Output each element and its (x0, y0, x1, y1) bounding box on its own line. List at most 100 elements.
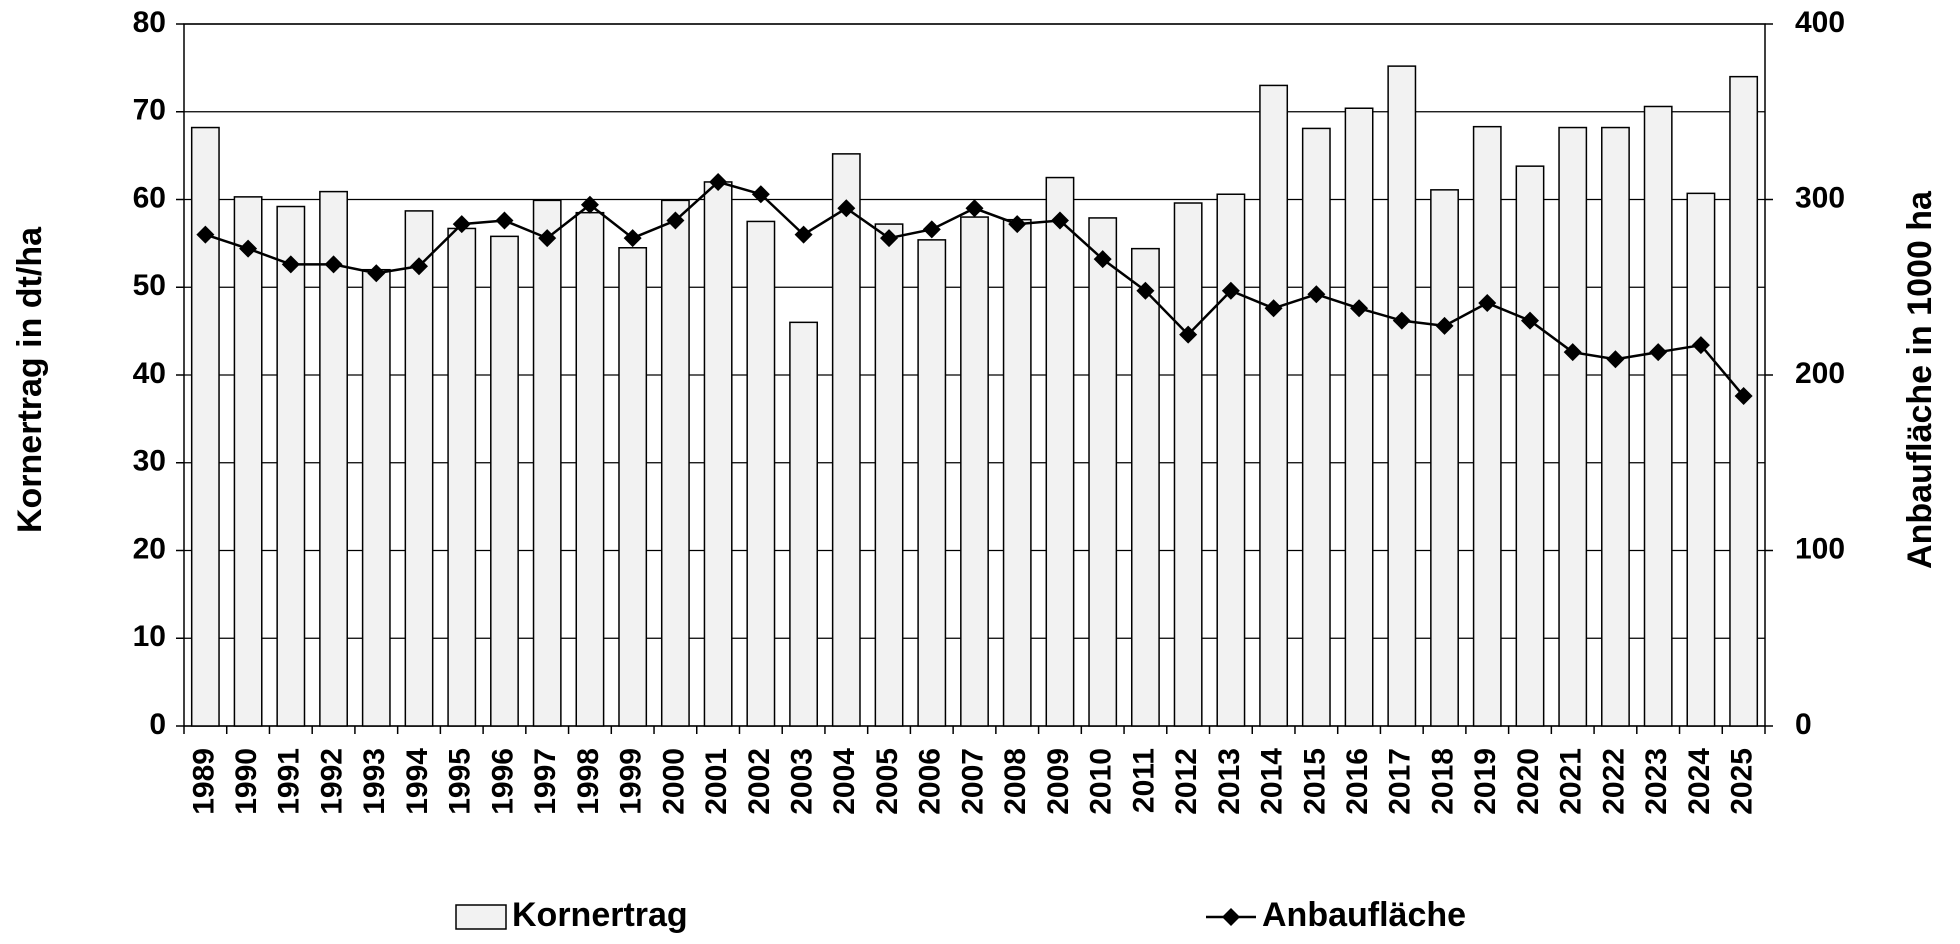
bar (1259, 84, 1289, 727)
marker (623, 229, 642, 248)
y2-tick-label: 300 (1795, 181, 1845, 214)
marker (837, 199, 856, 218)
marker (1264, 299, 1283, 318)
bar (1387, 65, 1417, 727)
bar (1088, 217, 1118, 727)
bar (660, 199, 690, 727)
bar (532, 199, 562, 727)
marker (1050, 211, 1069, 230)
x-tick-label: 1995 (444, 748, 477, 815)
x-tick-label: 1990 (230, 748, 263, 815)
y-tick-label: 70 (133, 94, 166, 127)
y-tick-label: 30 (133, 445, 166, 478)
x-tick-label: 2016 (1341, 748, 1374, 815)
x-tick-label: 2004 (828, 748, 861, 815)
x-tick-label: 2009 (1042, 748, 1075, 815)
x-tick-label: 2019 (1469, 748, 1502, 815)
marker (1136, 281, 1155, 300)
bar (1686, 192, 1716, 727)
x-tick-label: 2000 (657, 748, 690, 815)
marker (1221, 281, 1240, 300)
marker (281, 255, 300, 274)
bar (1643, 105, 1673, 727)
marker (1563, 343, 1582, 362)
bar (1558, 126, 1588, 727)
y-tick-label: 10 (133, 620, 166, 653)
x-tick-label: 2007 (956, 748, 989, 815)
x-tick-label: 1998 (572, 748, 605, 815)
x-tick-label: 2018 (1426, 748, 1459, 815)
x-tick-label: 2020 (1512, 748, 1545, 815)
y2-tick-label: 400 (1795, 6, 1845, 39)
bar (1601, 126, 1630, 727)
bar (233, 196, 263, 727)
marker (239, 239, 258, 258)
y-axis-title: Kornertrag in dt/ha (11, 226, 49, 533)
marker (1478, 294, 1497, 313)
marker (1307, 285, 1326, 304)
marker (880, 229, 899, 248)
x-tick-label: 2013 (1213, 748, 1246, 815)
marker (1734, 387, 1753, 406)
bar (1173, 202, 1203, 727)
y2-tick-label: 200 (1795, 357, 1845, 390)
x-tick-label: 1992 (315, 748, 348, 815)
marker (666, 211, 685, 230)
bar (960, 216, 989, 727)
bar (1430, 189, 1459, 727)
marker (1093, 250, 1112, 269)
y-tick-label: 40 (133, 357, 166, 390)
x-tick-label: 2010 (1085, 748, 1118, 815)
marker (709, 172, 728, 191)
bar (1515, 165, 1545, 727)
marker (452, 215, 471, 234)
bar (361, 268, 391, 727)
y2-tick-label: 100 (1795, 532, 1845, 565)
marker (410, 257, 429, 276)
bar (917, 239, 947, 727)
marker (1520, 311, 1539, 330)
marker (922, 220, 941, 239)
marker (367, 264, 386, 283)
marker (1392, 311, 1411, 330)
marker (495, 211, 514, 230)
bar (276, 205, 306, 727)
marker (751, 185, 770, 204)
bar (1130, 247, 1160, 727)
x-tick-label: 2021 (1555, 748, 1588, 815)
marker (1350, 299, 1369, 318)
y-tick-label: 60 (133, 181, 166, 214)
x-tick-label: 2008 (999, 748, 1032, 815)
marker (196, 225, 215, 244)
y2-axis-title: Anbaufläche in 1000 ha (1901, 190, 1939, 569)
bar (190, 126, 220, 727)
x-tick-label: 2005 (871, 748, 904, 815)
x-tick-label: 2023 (1640, 748, 1673, 815)
bar (1045, 176, 1075, 727)
marker (538, 229, 557, 248)
bar (1472, 125, 1502, 727)
x-tick-label: 1999 (615, 748, 648, 815)
marker (1606, 350, 1625, 369)
bar (831, 153, 861, 727)
legend-marker (1222, 908, 1240, 926)
x-tick-label: 2014 (1256, 748, 1289, 815)
bar (404, 210, 434, 727)
bar (1301, 127, 1331, 727)
y-tick-label: 0 (149, 708, 166, 741)
legend-label: Kornertrag (512, 896, 688, 934)
x-tick-label: 2025 (1726, 748, 1759, 815)
x-tick-label: 2012 (1170, 748, 1203, 815)
marker (965, 199, 984, 218)
x-tick-label: 2001 (700, 748, 733, 815)
y-tick-label: 80 (133, 6, 166, 39)
y-tick-label: 20 (133, 532, 166, 565)
bar (1216, 193, 1246, 727)
bar (789, 321, 819, 727)
x-tick-label: 2003 (786, 748, 819, 815)
x-tick-label: 1996 (486, 748, 519, 815)
marker (1179, 325, 1198, 344)
x-tick-label: 2015 (1298, 748, 1331, 815)
marker (1649, 343, 1668, 362)
